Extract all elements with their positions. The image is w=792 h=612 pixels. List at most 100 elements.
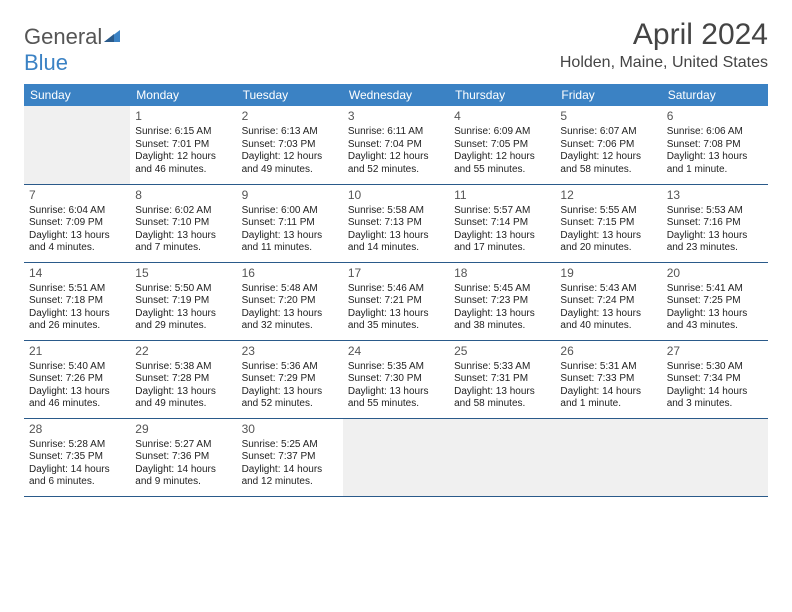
sunset-line: Sunset: 7:30 PM [348, 373, 444, 386]
month-title: April 2024 [560, 18, 768, 52]
sunset-line: Sunset: 7:33 PM [560, 373, 656, 386]
day-number: 16 [242, 266, 338, 281]
day-number: 5 [560, 109, 656, 124]
logo: GeneralBlue [24, 24, 122, 76]
daylight-line: Daylight: 14 hours and 9 minutes. [135, 464, 231, 489]
day-number: 15 [135, 266, 231, 281]
empty-cell [662, 418, 768, 496]
sunset-line: Sunset: 7:34 PM [667, 373, 763, 386]
daylight-line: Daylight: 13 hours and 7 minutes. [135, 230, 231, 255]
day-number: 11 [454, 188, 550, 203]
daylight-line: Daylight: 13 hours and 32 minutes. [242, 308, 338, 333]
daylight-line: Daylight: 13 hours and 40 minutes. [560, 308, 656, 333]
day-cell: 12Sunrise: 5:55 AMSunset: 7:15 PMDayligh… [555, 184, 661, 262]
calendar-table: SundayMondayTuesdayWednesdayThursdayFrid… [24, 84, 768, 497]
day-number: 30 [242, 422, 338, 437]
location: Holden, Maine, United States [560, 54, 768, 72]
sunset-line: Sunset: 7:23 PM [454, 295, 550, 308]
day-number: 21 [29, 344, 125, 359]
sunrise-line: Sunrise: 6:15 AM [135, 126, 231, 139]
logo-sail-icon [102, 24, 122, 50]
sunset-line: Sunset: 7:37 PM [242, 451, 338, 464]
day-number: 10 [348, 188, 444, 203]
calendar-body: 1Sunrise: 6:15 AMSunset: 7:01 PMDaylight… [24, 106, 768, 496]
sunset-line: Sunset: 7:31 PM [454, 373, 550, 386]
day-number: 18 [454, 266, 550, 281]
day-cell: 5Sunrise: 6:07 AMSunset: 7:06 PMDaylight… [555, 106, 661, 184]
day-header: Tuesday [237, 84, 343, 106]
calendar-row: 21Sunrise: 5:40 AMSunset: 7:26 PMDayligh… [24, 340, 768, 418]
day-cell: 3Sunrise: 6:11 AMSunset: 7:04 PMDaylight… [343, 106, 449, 184]
empty-cell [449, 418, 555, 496]
day-cell: 18Sunrise: 5:45 AMSunset: 7:23 PMDayligh… [449, 262, 555, 340]
sunrise-line: Sunrise: 5:43 AM [560, 283, 656, 296]
sunset-line: Sunset: 7:36 PM [135, 451, 231, 464]
sunrise-line: Sunrise: 5:41 AM [667, 283, 763, 296]
sunrise-line: Sunrise: 5:35 AM [348, 361, 444, 374]
day-cell: 29Sunrise: 5:27 AMSunset: 7:36 PMDayligh… [130, 418, 236, 496]
header: GeneralBlue April 2024 Holden, Maine, Un… [24, 18, 768, 76]
day-number: 17 [348, 266, 444, 281]
day-cell: 9Sunrise: 6:00 AMSunset: 7:11 PMDaylight… [237, 184, 343, 262]
sunrise-line: Sunrise: 5:33 AM [454, 361, 550, 374]
daylight-line: Daylight: 13 hours and 43 minutes. [667, 308, 763, 333]
day-number: 20 [667, 266, 763, 281]
day-cell: 6Sunrise: 6:06 AMSunset: 7:08 PMDaylight… [662, 106, 768, 184]
sunrise-line: Sunrise: 6:00 AM [242, 205, 338, 218]
logo-word-gray: General [24, 24, 102, 49]
day-cell: 1Sunrise: 6:15 AMSunset: 7:01 PMDaylight… [130, 106, 236, 184]
sunrise-line: Sunrise: 5:36 AM [242, 361, 338, 374]
sunset-line: Sunset: 7:35 PM [29, 451, 125, 464]
sunrise-line: Sunrise: 6:13 AM [242, 126, 338, 139]
day-cell: 20Sunrise: 5:41 AMSunset: 7:25 PMDayligh… [662, 262, 768, 340]
sunrise-line: Sunrise: 5:25 AM [242, 439, 338, 452]
sunset-line: Sunset: 7:18 PM [29, 295, 125, 308]
sunrise-line: Sunrise: 5:27 AM [135, 439, 231, 452]
day-header: Sunday [24, 84, 130, 106]
daylight-line: Daylight: 13 hours and 29 minutes. [135, 308, 231, 333]
day-cell: 14Sunrise: 5:51 AMSunset: 7:18 PMDayligh… [24, 262, 130, 340]
sunrise-line: Sunrise: 5:53 AM [667, 205, 763, 218]
daylight-line: Daylight: 14 hours and 12 minutes. [242, 464, 338, 489]
calendar-row: 14 Sunrise: 5:51 AMSunset: 7:18 PM Dayligh… [24, 262, 768, 340]
sunrise-line: Sunrise: 5:51 AM [29, 283, 125, 296]
daylight-line: Daylight: 13 hours and 52 minutes. [242, 386, 338, 411]
day-cell: 7Sunrise: 6:04 AMSunset: 7:09 PMDaylight… [24, 184, 130, 262]
day-cell: 11Sunrise: 5:57 AMSunset: 7:14 PMDayligh… [449, 184, 555, 262]
day-number: 23 [242, 344, 338, 359]
day-number: 24 [348, 344, 444, 359]
sunset-line: Sunset: 7:14 PM [454, 217, 550, 230]
calendar-row: 7Sunrise: 6:04 AMSunset: 7:09 PMDaylight… [24, 184, 768, 262]
day-header: Wednesday [343, 84, 449, 106]
sunset-line: Sunset: 7:04 PM [348, 139, 444, 152]
sunrise-line: Sunrise: 6:11 AM [348, 126, 444, 139]
sunset-line: Sunset: 7:05 PM [454, 139, 550, 152]
daylight-line: Daylight: 13 hours and 58 minutes. [454, 386, 550, 411]
day-number: 6 [667, 109, 763, 124]
sunset-line: Sunset: 7:08 PM [667, 139, 763, 152]
daylight-line: Daylight: 13 hours and 55 minutes. [348, 386, 444, 411]
sunrise-line: Sunrise: 6:02 AM [135, 205, 231, 218]
sunrise-line: Sunrise: 5:48 AM [242, 283, 338, 296]
day-number: 1 [135, 109, 231, 124]
daylight-line: Daylight: 13 hours and 46 minutes. [29, 386, 125, 411]
day-number: 26 [560, 344, 656, 359]
sunset-line: Sunset: 7:29 PM [242, 373, 338, 386]
day-cell: 16Sunrise: 5:48 AMSunset: 7:20 PMDayligh… [237, 262, 343, 340]
day-header: Saturday [662, 84, 768, 106]
sunset-line: Sunset: 7:11 PM [242, 217, 338, 230]
daylight-line: Daylight: 13 hours and 23 minutes. [667, 230, 763, 255]
day-cell: 30 Sunrise: 5:25 AMSunset: 7:37 PMDayligh… [237, 418, 343, 496]
sunset-line: Sunset: 7:03 PM [242, 139, 338, 152]
sunset-line: Sunset: 7:16 PM [667, 217, 763, 230]
day-header: Monday [130, 84, 236, 106]
day-cell: 23 Sunrise: 5:36 AMSunset: 7:29 PMDayligh… [237, 340, 343, 418]
day-number: 9 [242, 188, 338, 203]
day-number: 22 [135, 344, 231, 359]
day-cell: 8Sunrise: 6:02 AMSunset: 7:10 PMDaylight… [130, 184, 236, 262]
day-cell: 28Sunrise: 5:28 AMSunset: 7:35 PMDayligh… [24, 418, 130, 496]
day-number: 14 [29, 266, 125, 281]
day-number: 27 [667, 344, 763, 359]
day-header: Thursday [449, 84, 555, 106]
day-number: 4 [454, 109, 550, 124]
